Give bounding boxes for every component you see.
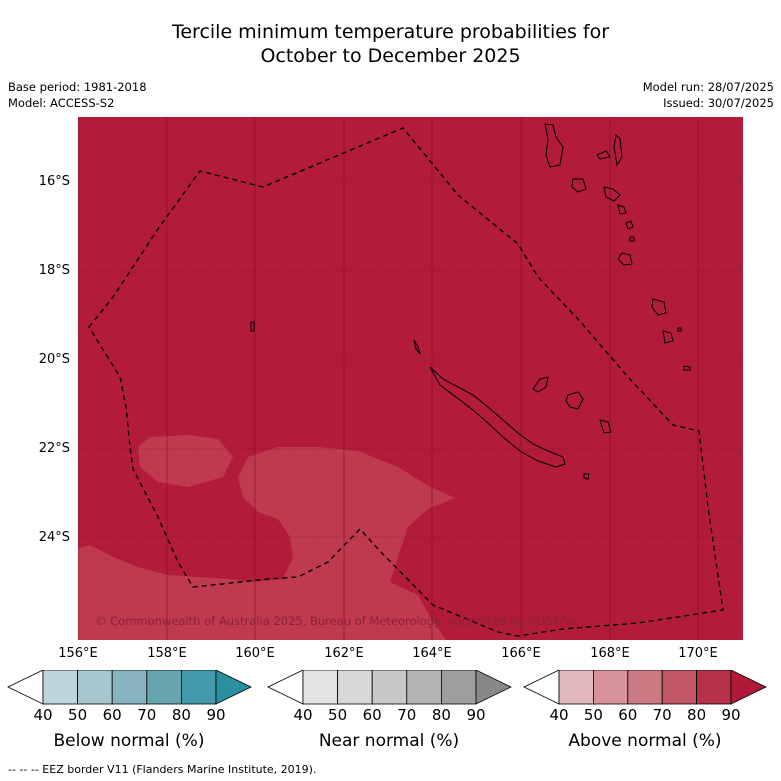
below-tick-60: 60	[102, 706, 122, 724]
colorbar-below-seg2	[77, 670, 113, 705]
colorbar-near-seg5	[440, 670, 477, 705]
probability-map: © Commonwealth of Australia 2025, Bureau…	[78, 117, 743, 640]
chart-title-line2: October to December 2025	[260, 45, 521, 67]
coastlines	[250, 123, 691, 480]
above-tick-50: 50	[583, 706, 603, 724]
map-meridians	[78, 117, 699, 640]
near-tick-50: 50	[328, 706, 348, 724]
above-tick-80: 80	[687, 706, 707, 724]
lon-label-160e: 160°E	[235, 646, 275, 661]
lower-probability-region	[78, 435, 455, 640]
lon-label-168e: 168°E	[590, 646, 630, 661]
lon-label-156e: 156°E	[58, 646, 98, 661]
colorbar-below-seg4	[146, 670, 182, 705]
below-tick-40: 40	[33, 706, 53, 724]
colorbar-near-seg3	[371, 670, 408, 705]
eez-border-note: -- -- -- EEZ border V11 (Flanders Marine…	[8, 763, 317, 776]
colorbar-below-tri-low	[7, 670, 44, 705]
legend-title-below: Below normal (%)	[53, 731, 205, 751]
colorbar-near-seg4	[406, 670, 442, 705]
colorbar-below-seg1	[42, 670, 78, 705]
lower-probability-patch	[306, 587, 340, 600]
lon-label-158e: 158°E	[147, 646, 187, 661]
base-period-text: Base period: 1981-2018	[8, 80, 147, 94]
issued-text: Issued: 30/07/2025	[663, 96, 774, 110]
colorbar-above	[523, 670, 767, 705]
legend-colorbars	[7, 670, 767, 705]
lon-label-166e: 166°E	[501, 646, 541, 661]
colorbar-below-seg3	[111, 670, 148, 705]
colorbar-near-tri-high	[475, 670, 512, 705]
lat-label-18s: 18°S	[38, 263, 70, 278]
model-run-text: Model run: 28/07/2025	[642, 80, 774, 94]
colorbar-above-seg4	[661, 670, 698, 705]
below-tick-90: 90	[206, 706, 226, 724]
legend-title-near: Near normal (%)	[318, 731, 460, 751]
colorbar-below-tri-high	[215, 670, 252, 705]
colorbar-near-seg1	[302, 670, 338, 705]
colorbar-above-seg5	[696, 670, 732, 705]
near-tick-90: 90	[466, 706, 486, 724]
colorbar-near	[267, 670, 512, 705]
legend-title-above: Above normal (%)	[568, 731, 722, 751]
model-text: Model: ACCESS-S2	[8, 96, 115, 110]
near-tick-70: 70	[397, 706, 417, 724]
near-tick-40: 40	[293, 706, 313, 724]
map-layers	[78, 117, 743, 640]
colorbar-near-tri-low	[267, 670, 304, 705]
colorbar-above-tri-high	[730, 670, 767, 705]
below-tick-50: 50	[68, 706, 88, 724]
near-tick-60: 60	[362, 706, 382, 724]
colorbar-above-seg1	[558, 670, 594, 705]
below-tick-70: 70	[137, 706, 157, 724]
colorbar-above-tri-low	[523, 670, 560, 705]
lat-label-20s: 20°S	[38, 352, 70, 367]
lat-label-24s: 24°S	[38, 530, 70, 545]
lat-label-16s: 16°S	[38, 174, 70, 189]
below-tick-80: 80	[171, 706, 191, 724]
lat-label-22s: 22°S	[38, 441, 70, 456]
chart-title-line1: Tercile minimum temperature probabilitie…	[171, 21, 610, 43]
colorbar-above-seg2	[593, 670, 629, 705]
lon-label-170e: 170°E	[678, 646, 718, 661]
lon-label-162e: 162°E	[324, 646, 364, 661]
colorbar-below-seg5	[180, 670, 217, 705]
above-tick-60: 60	[618, 706, 638, 724]
colorbar-below	[7, 670, 252, 705]
above-tick-70: 70	[652, 706, 672, 724]
copyright-notice: © Commonwealth of Australia 2025, Bureau…	[95, 614, 580, 628]
above-tick-90: 90	[721, 706, 741, 724]
above-tick-40: 40	[549, 706, 569, 724]
lon-label-164e: 164°E	[412, 646, 452, 661]
colorbar-above-seg3	[627, 670, 663, 705]
near-tick-80: 80	[431, 706, 451, 724]
eez-border	[88, 127, 724, 637]
colorbar-near-seg2	[337, 670, 373, 705]
